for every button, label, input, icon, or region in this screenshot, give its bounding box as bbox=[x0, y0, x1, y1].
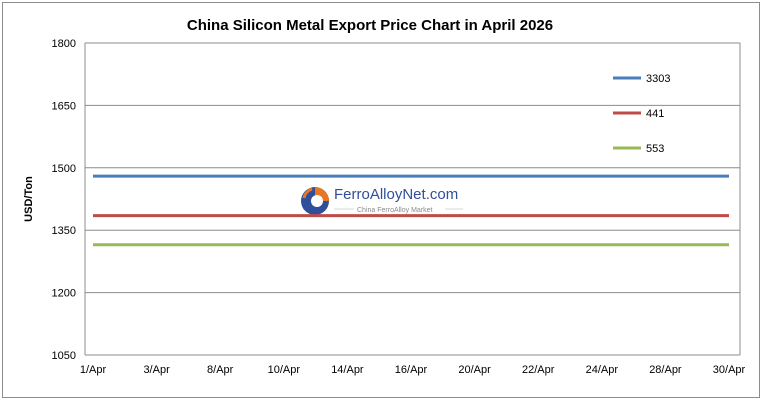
watermark: FerroAlloyNet.com China FerroAlloy Marke… bbox=[301, 186, 463, 215]
y-tick-label: 1350 bbox=[52, 225, 76, 237]
legend-label-441: 441 bbox=[646, 108, 664, 120]
x-tick-label: 24/Apr bbox=[586, 364, 619, 376]
chart-frame bbox=[2, 2, 760, 398]
y-tick-label: 1650 bbox=[52, 100, 76, 112]
y-tick-label: 1500 bbox=[52, 163, 76, 175]
watermark-tagline: China FerroAlloy Market bbox=[357, 207, 433, 214]
y-axis-ticks: 1050 1200 1350 1500 1650 1800 bbox=[52, 38, 76, 362]
y-tick-label: 1800 bbox=[52, 38, 76, 50]
x-tick-label: 28/Apr bbox=[649, 364, 682, 376]
x-tick-label: 3/Apr bbox=[143, 364, 170, 376]
axes bbox=[84, 43, 741, 355]
chart-title: China Silicon Metal Export Price Chart i… bbox=[187, 17, 553, 34]
watermark-logo bbox=[301, 187, 329, 215]
x-tick-label: 20/Apr bbox=[458, 364, 491, 376]
x-tick-label: 8/Apr bbox=[207, 364, 234, 376]
watermark-name: FerroAlloyNet.com bbox=[334, 186, 458, 203]
y-tick-label: 1050 bbox=[52, 350, 76, 362]
series-lines bbox=[93, 174, 729, 247]
x-tick-label: 1/Apr bbox=[80, 364, 107, 376]
gridlines bbox=[85, 42, 740, 356]
y-axis-label: USD/Ton bbox=[23, 176, 35, 222]
x-tick-label: 22/Apr bbox=[522, 364, 555, 376]
legend-label-3303: 3303 bbox=[646, 73, 670, 85]
legend: 3303 441 553 bbox=[613, 73, 670, 155]
x-tick-label: 10/Apr bbox=[268, 364, 301, 376]
y-tick-label: 1200 bbox=[52, 288, 76, 300]
x-tick-label: 16/Apr bbox=[395, 364, 428, 376]
x-axis-ticks: 1/Apr 3/Apr 8/Apr 10/Apr 14/Apr 16/Apr 20/Apr 2… bbox=[80, 364, 746, 376]
legend-label-553: 553 bbox=[646, 143, 664, 155]
x-tick-label: 30/Apr bbox=[713, 364, 746, 376]
x-tick-label: 14/Apr bbox=[331, 364, 364, 376]
